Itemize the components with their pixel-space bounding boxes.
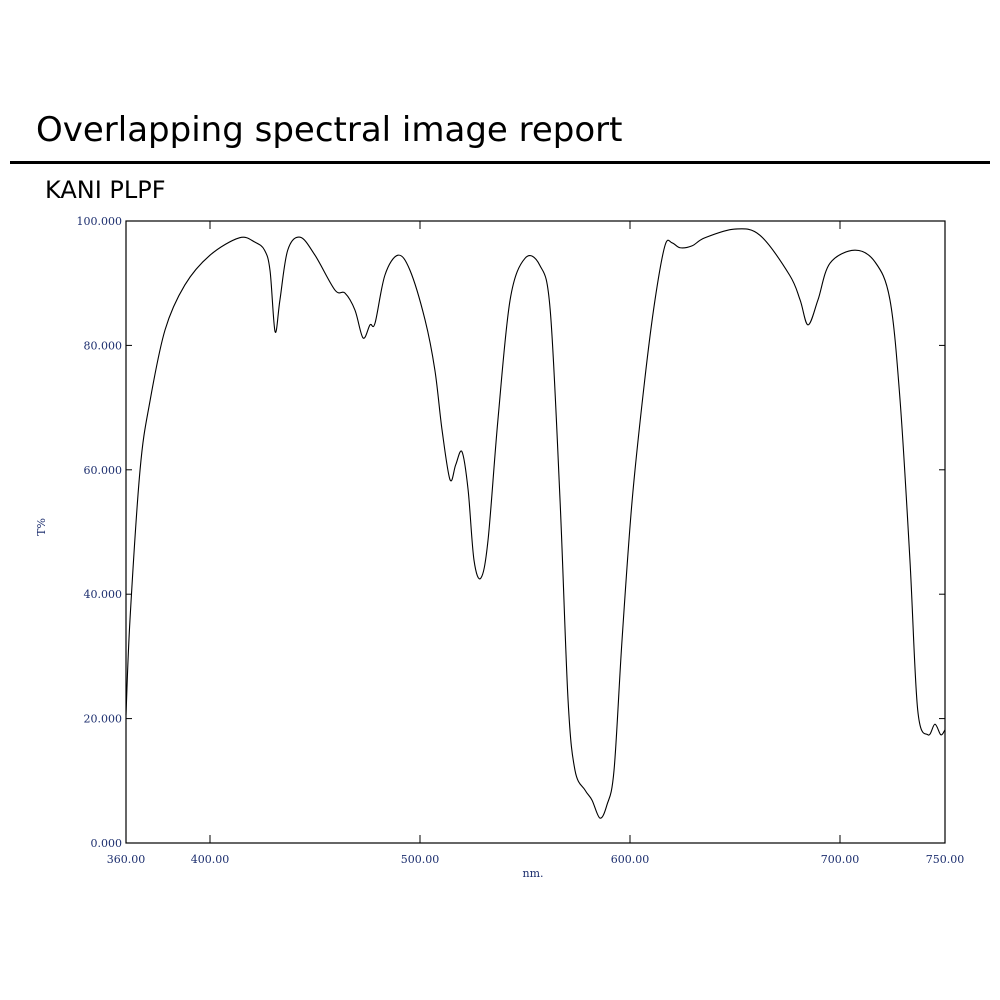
title-divider — [10, 161, 990, 164]
y-tick-label: 40.000 — [84, 588, 123, 601]
y-tick-label: 100.000 — [77, 215, 123, 228]
plot-frame — [125, 220, 946, 844]
sample-name: KANI PLPF — [45, 176, 166, 204]
spectrum-line — [125, 228, 946, 819]
y-tick-label: 80.000 — [84, 339, 123, 352]
x-tick-label: 600.00 — [611, 853, 650, 866]
x-tick-label: 400.00 — [191, 853, 230, 866]
report-title: Overlapping spectral image report — [36, 110, 623, 150]
x-tick-label: 500.00 — [401, 853, 440, 866]
y-tick-label: 60.000 — [84, 464, 123, 477]
y-tick-label: 20.000 — [84, 713, 123, 726]
x-tick-label: 750.00 — [926, 853, 965, 866]
y-axis-label: T% — [35, 518, 48, 536]
x-tick-label: 700.00 — [821, 853, 860, 866]
y-tick-label: 0.000 — [91, 837, 123, 850]
x-axis-label: nm. — [522, 867, 543, 880]
x-tick-label: 360.00 — [107, 853, 146, 866]
